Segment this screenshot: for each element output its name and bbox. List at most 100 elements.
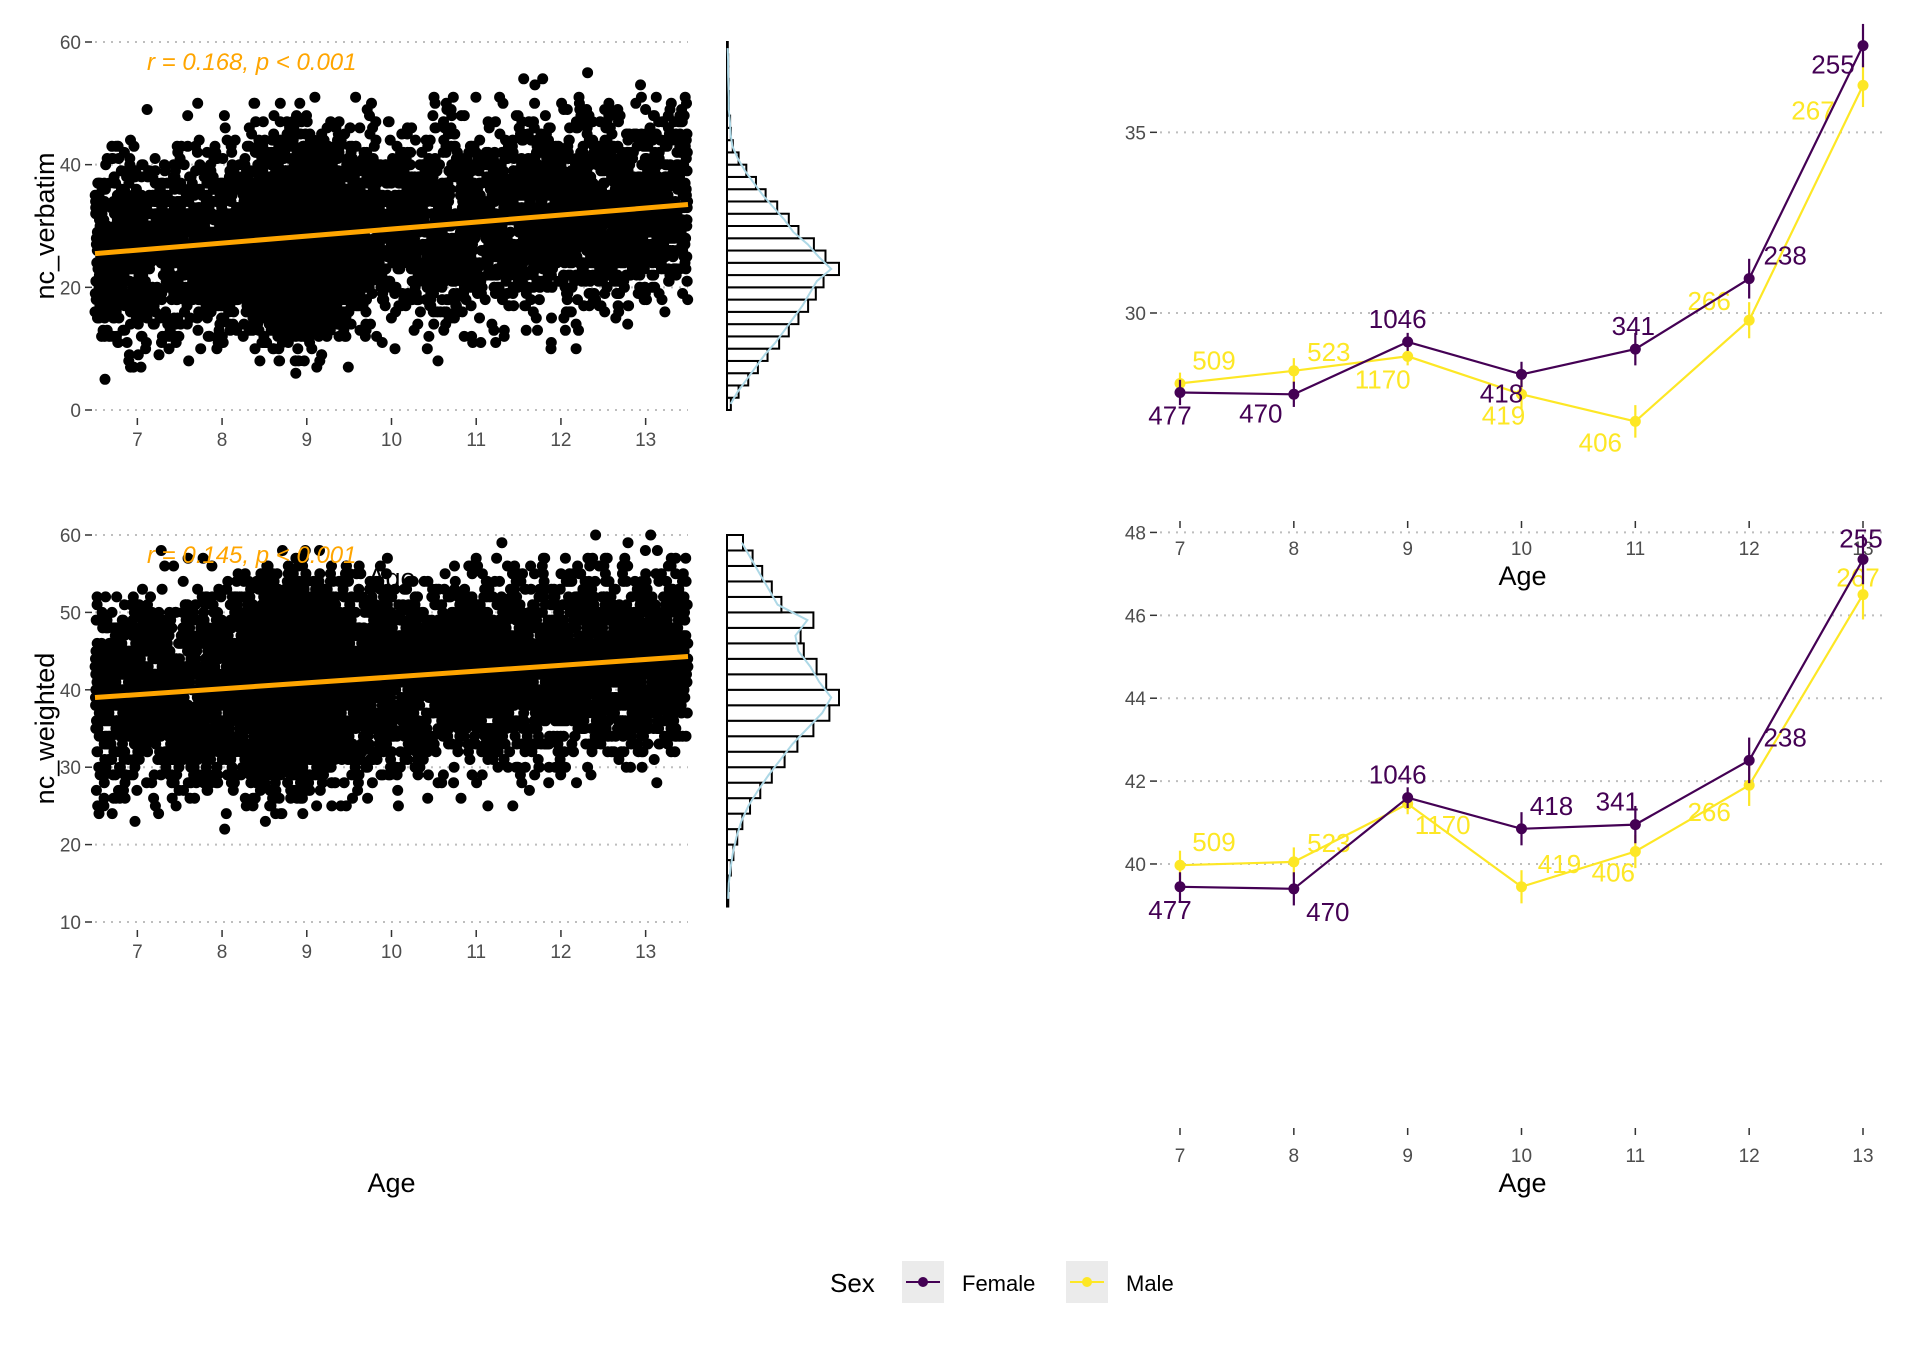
count-label: 523: [1307, 337, 1350, 367]
histogram-bar: [726, 286, 817, 301]
legend-label-male: Male: [1126, 1271, 1174, 1296]
y-tick-label: 20: [60, 278, 81, 299]
count-label: 509: [1192, 345, 1235, 375]
scatter-point-cloud: [89, 529, 694, 835]
count-label: 1170: [1415, 810, 1471, 840]
data-point: [1743, 779, 1755, 791]
y-tick-label: 40: [1125, 855, 1146, 876]
x-axis-title: Age: [1498, 561, 1546, 591]
histogram-bar: [726, 237, 815, 252]
x-tick-label: 13: [635, 942, 656, 963]
legend-key-male-point: [1082, 1277, 1092, 1287]
data-point: [1516, 823, 1527, 835]
x-tick-label: 12: [550, 942, 571, 963]
x-tick-label: 11: [1625, 539, 1645, 560]
scatter-points: [89, 529, 694, 835]
count-label: 470: [1239, 398, 1282, 428]
count-label: 255: [1839, 523, 1882, 553]
histogram-bar: [726, 396, 732, 412]
count-label: 419: [1538, 849, 1581, 879]
histogram-bar: [726, 688, 840, 707]
x-tick-label: 10: [381, 942, 402, 963]
histogram-bar: [726, 225, 800, 240]
data-point: [1743, 273, 1755, 285]
x-tick-label: 11: [466, 430, 486, 451]
count-label: 406: [1579, 427, 1622, 457]
count-label: 1046: [1369, 304, 1427, 334]
count-label: 406: [1592, 858, 1635, 888]
y-tick-label: 60: [60, 526, 81, 547]
histogram-bar: [726, 704, 831, 722]
count-label: 509: [1192, 827, 1235, 857]
legend-title: Sex: [830, 1268, 875, 1298]
data-point: [1288, 883, 1300, 895]
data-point: [1629, 846, 1641, 858]
data-point: [1402, 350, 1414, 362]
x-tick-label: 8: [1289, 1146, 1300, 1167]
x-tick-label: 11: [466, 942, 486, 963]
x-tick-label: 7: [1175, 1146, 1186, 1167]
count-label: 255: [1811, 50, 1854, 80]
data-point: [1857, 40, 1869, 52]
y-tick-label: 60: [60, 33, 81, 54]
x-tick-label: 9: [1402, 539, 1413, 560]
histogram-bar: [726, 719, 815, 738]
count-label: 341: [1596, 787, 1639, 817]
x-tick-label: 8: [217, 942, 228, 963]
data-point: [1288, 856, 1300, 868]
trend-line: [94, 202, 689, 257]
y-tick-label: 30: [60, 758, 81, 779]
x-tick-label: 13: [1852, 1146, 1873, 1167]
series-female: 477 470 1046 418 341 238 255: [1148, 523, 1882, 926]
count-label: 341: [1612, 311, 1655, 341]
data-point: [1516, 881, 1527, 893]
data-point: [1743, 314, 1755, 326]
data-point: [1857, 79, 1869, 91]
x-tick-label: 12: [1739, 539, 1760, 560]
data-point: [1857, 553, 1869, 565]
y-tick-label: 48: [1125, 523, 1146, 544]
y-tick-label: 20: [60, 836, 81, 857]
x-axis-title: Age: [1498, 1168, 1546, 1198]
data-point: [1857, 589, 1869, 601]
scatter-points: [89, 67, 694, 385]
count-label: 266: [1687, 797, 1730, 827]
count-label: 267: [1791, 95, 1834, 125]
histogram-bar: [726, 274, 825, 289]
histogram-bar: [726, 611, 815, 629]
x-tick-label: 9: [301, 942, 312, 963]
histogram-bar: [726, 310, 800, 326]
histogram-bar: [726, 249, 827, 264]
x-tick-label: 7: [132, 942, 143, 963]
x-tick-label: 12: [1739, 1146, 1760, 1167]
y-tick-label: 0: [70, 401, 81, 422]
x-tick-label: 10: [1511, 539, 1532, 560]
legend: Sex Female Male: [830, 1261, 1174, 1303]
histogram-bar: [726, 595, 783, 614]
histogram-bar: [726, 372, 750, 387]
x-tick-label: 8: [1289, 539, 1300, 560]
density-curve: [727, 542, 833, 899]
y-tick-label: 35: [1125, 123, 1146, 144]
data-point: [1516, 368, 1527, 380]
y-tick-label: 10: [60, 913, 81, 934]
x-tick-label: 7: [132, 430, 143, 451]
count-label: 418: [1530, 791, 1573, 821]
histogram-bar: [726, 657, 818, 676]
x-tick-label: 10: [1511, 1146, 1532, 1167]
y-tick-label: 42: [1125, 772, 1146, 793]
scatter-point-cloud: [89, 67, 694, 385]
histogram-bar: [726, 735, 799, 753]
count-label: 470: [1306, 897, 1349, 927]
data-point: [1402, 792, 1414, 804]
y-axis-title: nc_weighted: [30, 653, 60, 805]
y-tick-label: 46: [1125, 606, 1146, 627]
series-female: 477 470 1046 418 341 238 255: [1148, 23, 1869, 430]
x-tick-label: 12: [550, 430, 571, 451]
data-point: [1629, 415, 1641, 427]
count-label: 418: [1480, 378, 1523, 408]
histogram-bar: [726, 673, 828, 691]
y-tick-label: 40: [60, 681, 81, 702]
